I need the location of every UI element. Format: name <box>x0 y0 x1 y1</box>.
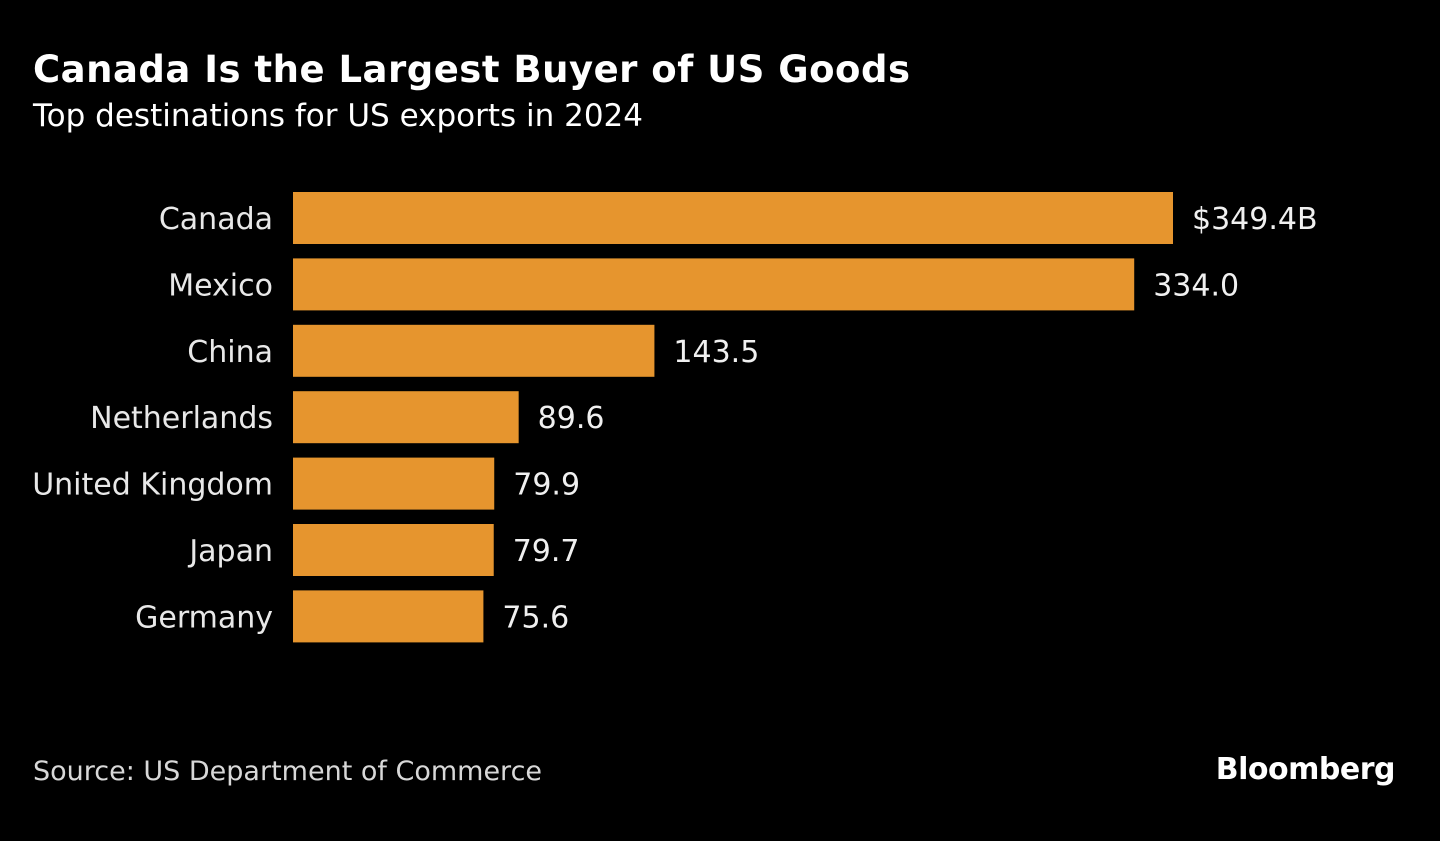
value-label: 79.9 <box>513 468 580 503</box>
chart-title: Canada Is the Largest Buyer of US Goods <box>33 48 911 91</box>
category-label: China <box>187 335 273 370</box>
bar-china <box>293 324 655 377</box>
value-label: 79.7 <box>513 534 580 569</box>
value-label: 143.5 <box>673 335 759 370</box>
value-label: 334.0 <box>1153 268 1239 303</box>
category-label: United Kingdom <box>32 468 273 503</box>
bar-germany <box>293 590 484 643</box>
value-label: 75.6 <box>502 600 569 635</box>
category-label: Japan <box>187 534 273 569</box>
bar-netherlands <box>293 391 519 444</box>
chart-subtitle: Top destinations for US exports in 2024 <box>33 98 643 134</box>
source-note: Source: US Department of Commerce <box>33 756 543 787</box>
bar-united-kingdom <box>293 457 495 510</box>
bloomberg-logo: Bloomberg <box>1215 752 1396 787</box>
value-label: 89.6 <box>538 401 605 436</box>
bar-mexico <box>293 258 1135 311</box>
category-label: Canada <box>159 202 273 237</box>
value-label: $349.4B <box>1192 202 1318 237</box>
category-label: Mexico <box>168 268 273 303</box>
category-label: Germany <box>135 600 273 635</box>
category-label: Netherlands <box>90 401 273 436</box>
bar-japan <box>293 524 494 576</box>
bar-canada <box>293 192 1173 244</box>
